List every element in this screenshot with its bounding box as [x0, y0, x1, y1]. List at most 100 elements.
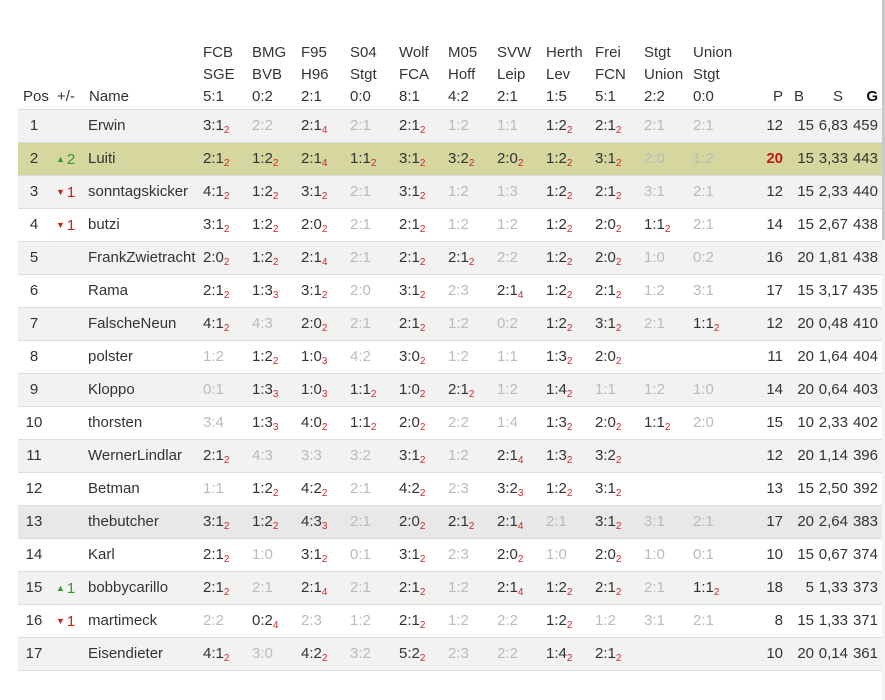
tip-score: 2:1 — [399, 612, 420, 629]
player-name[interactable]: Eisendieter — [88, 645, 164, 662]
tip-points: 2 — [321, 653, 328, 664]
tip-cell: 1:22 — [546, 209, 572, 241]
header-points[interactable]: P — [758, 40, 783, 109]
tip-cell: 3:12 — [595, 506, 621, 538]
player-name[interactable]: Betman — [88, 480, 140, 497]
tip-score: 3:1 — [644, 612, 665, 629]
points-cell: 17 — [766, 513, 783, 530]
tip-cell: 2:14 — [301, 110, 327, 142]
tip-score: 2:1 — [693, 612, 714, 629]
player-name[interactable]: FrankZwietracht — [88, 249, 196, 266]
g-cell: 438 — [852, 216, 878, 233]
player-name[interactable]: thebutcher — [88, 513, 159, 530]
tip-score: 4:3 — [301, 513, 322, 530]
header-b[interactable]: B — [788, 40, 804, 109]
tip-points: 2 — [419, 356, 426, 367]
header-match-away: H96 — [301, 66, 329, 83]
tip-score: 1:2 — [546, 249, 567, 266]
player-name[interactable]: Rama — [88, 282, 129, 299]
tip-score: 1:2 — [448, 117, 469, 134]
tip-score: 3:1 — [399, 150, 420, 167]
tip-points: 2 — [517, 554, 524, 565]
table-row[interactable]: 8 polster 1:2 1:22 1:03 4:2 3:02 1:2 1:1 1:32 2:02… — [18, 340, 882, 373]
table-row[interactable]: 9 Kloppo 0:1 1:33 1:03 1:12 1:02 2:12 1:2 1:42 1:1… — [18, 373, 882, 406]
table-row[interactable]: 3 ▼ 1 sonntagskicker 4:12 1:22 3:12 2:1 3:12 1:2 1… — [18, 175, 882, 208]
scrollbar-thumb[interactable] — [882, 0, 885, 240]
tip-points: 4 — [517, 521, 524, 532]
header-match-away: Leip — [497, 66, 526, 83]
tip-cell: 2:12 — [399, 572, 425, 604]
player-name[interactable]: martimeck — [88, 612, 158, 629]
player-name[interactable]: Karl — [88, 546, 115, 563]
tip-cell: 2:02 — [399, 506, 425, 538]
table-row[interactable]: 1 Erwin 3:12 2:2 2:14 2:1 2:12 1:2 1:1 1:22 2:12 2:… — [18, 109, 882, 142]
header-g[interactable]: G — [858, 40, 878, 109]
table-row[interactable]: 12 Betman 1:1 1:22 4:22 2:1 4:22 2:3 3:23 1:22 3:1… — [18, 472, 882, 505]
tip-score: 1:1 — [595, 381, 616, 398]
tip-points: 2 — [566, 290, 573, 301]
tip-cell: 1:33 — [252, 407, 278, 439]
tip-cell: 2:12 — [203, 440, 229, 472]
table-row[interactable]: 10 thorsten 3:4 1:33 4:02 1:12 2:02 2:2 1:4 1:32 2… — [18, 406, 882, 439]
tip-score: 2:1 — [399, 315, 420, 332]
points-cell: 15 — [766, 414, 783, 431]
table-row[interactable]: 7 FalscheNeun 4:12 4:3 2:02 2:1 2:12 1:2 0:2 1:22… — [18, 307, 882, 340]
tip-score: 1:1 — [693, 579, 714, 596]
player-name[interactable]: WernerLindlar — [88, 447, 182, 464]
tip-score: 1:2 — [448, 348, 469, 365]
tip-cell: 4:3 — [252, 440, 273, 472]
tip-score: 2:1 — [448, 381, 469, 398]
player-name[interactable]: FalscheNeun — [88, 315, 177, 332]
change-cell — [56, 308, 86, 340]
tip-cell: 3:02 — [399, 341, 425, 373]
header-s[interactable]: S — [823, 40, 843, 109]
tip-cell: 1:22 — [252, 176, 278, 208]
table-row[interactable]: 13 thebutcher 3:12 1:22 4:33 2:1 2:02 2:12 2:14 2… — [18, 505, 882, 538]
player-name[interactable]: sonntagskicker — [88, 183, 189, 200]
tip-cell: 2:12 — [203, 143, 229, 175]
tip-cell: 2:3 — [448, 275, 469, 307]
tip-points: 4 — [321, 587, 328, 598]
tip-cell: 2:12 — [448, 242, 474, 274]
header-match-result: 0:0 — [350, 88, 371, 105]
tip-points: 2 — [223, 521, 230, 532]
g-cell: 410 — [852, 315, 878, 332]
s-cell: 3,17 — [818, 282, 848, 299]
table-row[interactable]: 16 ▼ 1 martimeck 2:2 0:24 2:3 1:2 2:12 1:2 2:2 1:22… — [18, 604, 882, 637]
scrollbar[interactable] — [882, 0, 885, 700]
tip-cell: 2:3 — [448, 473, 469, 505]
player-name[interactable]: bobbycarillo — [88, 579, 169, 596]
table-row[interactable]: 4 ▼ 1 butzi 3:12 1:22 2:02 2:1 2:12 1:2 1:2 1:22 2:0… — [18, 208, 882, 241]
tip-score: 2:0 — [693, 414, 714, 431]
player-name[interactable]: polster — [88, 348, 134, 365]
tip-score: 1:4 — [546, 381, 567, 398]
table-row[interactable]: 11 WernerLindlar 2:12 4:3 3:3 3:2 3:12 1:2 2:14 1… — [18, 439, 882, 472]
player-name[interactable]: Luiti — [88, 150, 116, 167]
table-row[interactable]: 14 Karl 2:12 1:0 3:12 0:1 3:12 2:3 2:02 1:0 2:02 1:… — [18, 538, 882, 571]
tip-cell: 1:22 — [252, 209, 278, 241]
table-row[interactable]: 2 ▲ 2 Luiti 2:12 1:22 2:14 1:12 3:12 3:22 2:02 1:22… — [18, 142, 882, 175]
tip-score: 2:1 — [448, 513, 469, 530]
player-name[interactable]: Kloppo — [88, 381, 135, 398]
tip-points: 2 — [419, 521, 426, 532]
points-cell: 8 — [774, 612, 783, 629]
tip-score: 2:0 — [595, 414, 616, 431]
tip-cell: 3:12 — [399, 143, 425, 175]
player-name[interactable]: thorsten — [88, 414, 143, 431]
table-row[interactable]: 6 Rama 2:12 1:33 3:12 2:0 3:12 2:3 2:14 1:22 2:12 1… — [18, 274, 882, 307]
header-g-label: G — [866, 88, 878, 105]
table-row[interactable]: 5 FrankZwietracht 2:02 1:22 2:14 2:1 2:12 2:12 2… — [18, 241, 882, 274]
tip-cell: 4:12 — [203, 638, 229, 670]
player-name[interactable]: butzi — [88, 216, 120, 233]
rank-cell: 11 — [26, 447, 42, 464]
triangle-up-icon: ▲ — [56, 583, 65, 593]
tip-points: 2 — [419, 653, 426, 664]
header-match-result: 5:1 — [203, 88, 224, 105]
table-row[interactable]: 17 Eisendieter 4:12 3:0 4:22 3:2 5:22 2:3 2:2 1:4… — [18, 637, 882, 670]
tip-score: 1:1 — [644, 414, 665, 431]
table-row[interactable]: 15 ▲ 1 bobbycarillo 2:12 2:1 2:14 2:1 2:12 1:2 2:1… — [18, 571, 882, 604]
player-name[interactable]: Erwin — [88, 117, 126, 134]
tip-points: 2 — [321, 323, 328, 334]
rank-cell: 15 — [25, 579, 43, 596]
tip-cell: 2:1 — [644, 110, 665, 142]
